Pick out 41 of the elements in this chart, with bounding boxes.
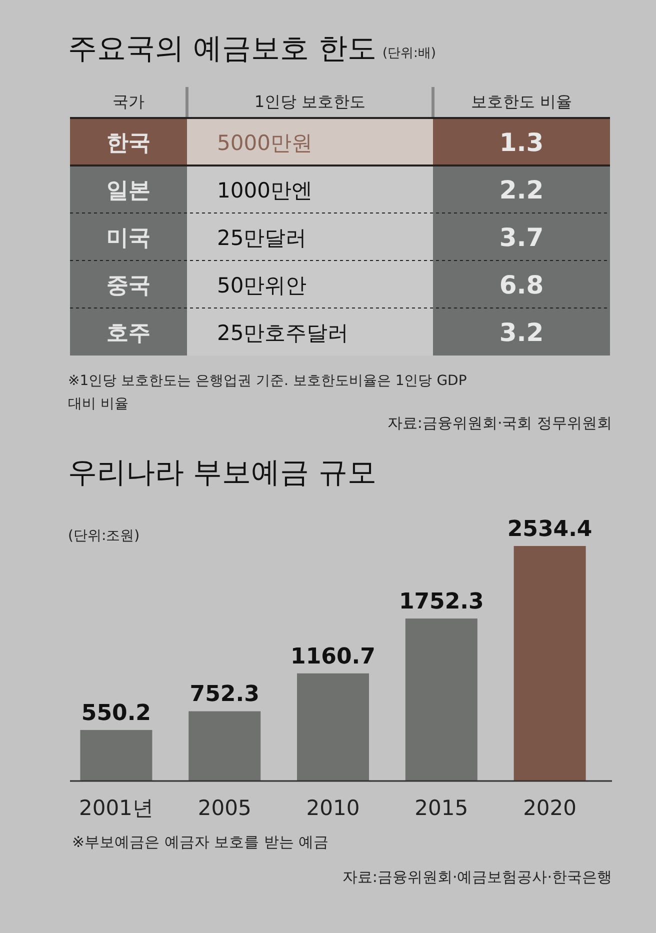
data-label: 1.3 xyxy=(499,128,544,157)
category-label: 일본 xyxy=(106,178,150,204)
category-label: 호주 xyxy=(106,320,150,346)
data-label: 550.2 xyxy=(81,700,151,726)
data-label: 2.2 xyxy=(499,175,544,204)
data-label: 752.3 xyxy=(190,682,260,708)
x-tick-label: 2020 xyxy=(523,796,577,820)
category-label: 1000만엔 xyxy=(217,178,312,202)
category-label: 25만달러 xyxy=(217,226,307,250)
x-tick-label: 2005 xyxy=(198,796,252,820)
category-label: 25만호주달러 xyxy=(217,320,349,345)
data-label: 6.8 xyxy=(499,270,544,300)
text: ※부보예금은 예금자 보호를 받는 예금 xyxy=(72,833,329,851)
bar xyxy=(405,618,478,781)
text: 1인당 보호한도 xyxy=(254,92,366,111)
category-label: 중국 xyxy=(106,273,150,298)
x-tick-label: 2001년 xyxy=(78,796,154,820)
text: 주요국의 예금보호 한도 xyxy=(68,31,376,65)
bar xyxy=(188,711,261,781)
bar xyxy=(297,673,369,781)
bar xyxy=(514,546,586,781)
category-label: 5000만원 xyxy=(217,130,312,155)
bar xyxy=(80,730,152,781)
text: 국가 xyxy=(112,92,144,111)
x-tick-label: 2010 xyxy=(306,796,360,820)
data-label: 3.2 xyxy=(499,318,544,347)
text: ※1인당 보호한도는 은행업권 기준. 보호한도비율은 1인당 GDP 대비 비율 xyxy=(68,373,467,412)
category-label: 미국 xyxy=(106,226,150,251)
chart-subtitle: (단위:조원) xyxy=(68,528,140,544)
data-label: 1752.3 xyxy=(398,590,484,615)
data-label: 2534.4 xyxy=(507,517,592,542)
text: (단위:배) xyxy=(382,46,436,61)
text: 자료:금융위원회·예금보험공사·한국은행 xyxy=(342,868,612,886)
category-label: 50만위안 xyxy=(217,273,307,298)
category-label: 한국 xyxy=(106,130,150,156)
chart-title: 우리나라 부보예금 규모 xyxy=(68,455,376,489)
data-label: 1160.7 xyxy=(290,644,376,670)
data-label: 3.7 xyxy=(499,222,544,252)
series-label: 보호한도 비율 xyxy=(470,92,572,111)
x-tick-label: 2015 xyxy=(414,796,468,820)
text: 자료:금융위원회·국회 정무위원회 xyxy=(387,414,612,432)
